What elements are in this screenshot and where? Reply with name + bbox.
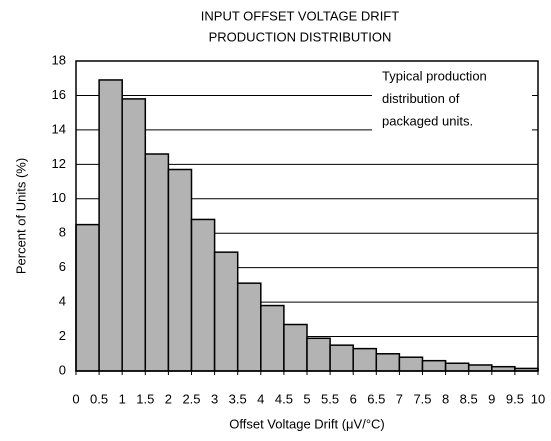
x-tick-label: 9	[488, 391, 495, 406]
y-tick-label: 14	[52, 121, 66, 136]
y-tick-label: 10	[52, 190, 66, 205]
bar	[329, 344, 354, 372]
x-tick-label: 9.5	[506, 391, 524, 406]
bar	[306, 337, 331, 372]
bar	[144, 153, 170, 372]
bar	[398, 356, 424, 372]
x-tick-label: 4.5	[275, 391, 293, 406]
y-tick-label: 12	[52, 156, 66, 171]
annotation: distribution of	[382, 91, 460, 106]
x-tick-label: 4	[257, 391, 264, 406]
x-tick-label: 7.5	[413, 391, 431, 406]
x-tick-label: 10	[531, 391, 545, 406]
bar	[444, 362, 470, 372]
x-tick-label: 6	[350, 391, 357, 406]
bar	[236, 282, 262, 372]
annotation: packaged units.	[382, 113, 473, 128]
y-tick-label: 18	[52, 52, 66, 67]
y-tick-label: 8	[59, 225, 66, 240]
bar	[352, 347, 378, 372]
chart-title: INPUT OFFSET VOLTAGE DRIFT	[201, 8, 399, 23]
x-tick-label: 2.5	[182, 391, 200, 406]
x-tick-label: 5.5	[321, 391, 339, 406]
annotation-background	[372, 64, 532, 136]
bar	[167, 168, 193, 372]
y-tick-label: 4	[59, 294, 66, 309]
bar	[213, 251, 239, 372]
bar	[75, 223, 100, 372]
bar	[121, 98, 147, 372]
bar	[283, 323, 308, 372]
x-tick-label: 3	[211, 391, 218, 406]
x-tick-label: 5	[303, 391, 310, 406]
bar	[98, 79, 123, 372]
x-tick-label: 7	[396, 391, 403, 406]
x-tick-label: 1.5	[136, 391, 154, 406]
x-tick-label: 6.5	[367, 391, 385, 406]
chart-title: PRODUCTION DISTRIBUTION	[209, 29, 392, 44]
bar	[421, 359, 447, 372]
x-tick-label: 0	[72, 391, 79, 406]
bar	[375, 353, 401, 372]
x-axis-label: Offset Voltage Drift (μV/°C)	[229, 416, 385, 431]
annotation: Typical production	[382, 68, 487, 83]
plot-frame	[75, 60, 539, 372]
x-tick-label: 0.5	[90, 391, 108, 406]
y-axis-label: Percent of Units (%)	[13, 158, 28, 274]
bar	[260, 304, 285, 372]
y-tick-label: 6	[59, 259, 66, 274]
x-tick-label: 8.5	[460, 391, 478, 406]
x-tick-label: 8	[442, 391, 449, 406]
x-tick-label: 1	[119, 391, 126, 406]
x-tick-label: 3.5	[229, 391, 247, 406]
y-tick-label: 16	[52, 87, 66, 102]
bar	[467, 364, 493, 372]
x-tick-label: 2	[165, 391, 172, 406]
bar	[190, 218, 216, 372]
y-tick-label: 0	[59, 362, 66, 377]
y-tick-label: 2	[59, 328, 66, 343]
